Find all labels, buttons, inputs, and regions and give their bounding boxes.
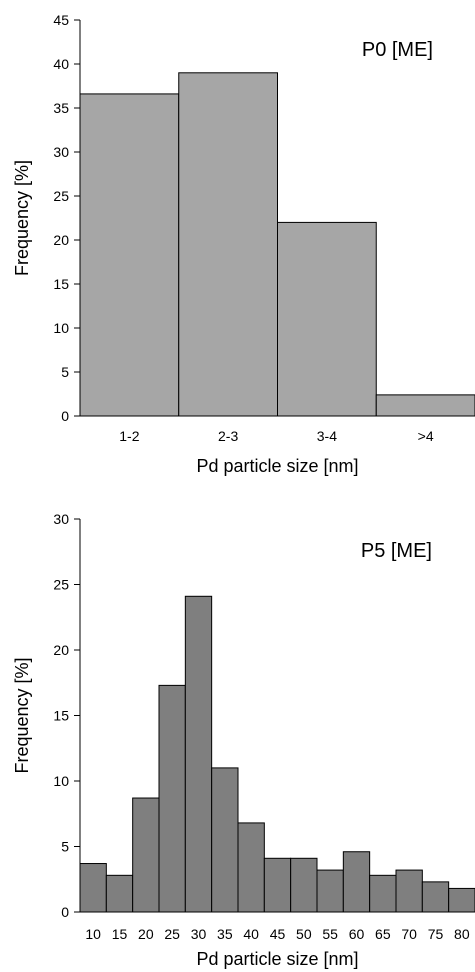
p5-y-tick-label: 20 [53,642,69,658]
p5-x-tick-label: 55 [322,926,338,942]
p5-bar-75 [421,881,450,913]
p0-bar-1gt2 [79,93,180,417]
p5-bar-25 [158,684,186,913]
p5-y-tick-label: 10 [53,773,69,789]
p5-y-tick-label: 5 [61,839,69,855]
p5-y-tick-label: 25 [53,577,69,593]
p0-bar-2gt3 [178,72,278,417]
p5-x-tick-label: 20 [138,926,154,942]
p0-x-tick-label: >4 [418,428,434,444]
p0-y-tick-label: 10 [53,320,69,336]
p5-bar-35 [211,767,239,913]
p0-y-tick-label: 15 [53,276,69,292]
p5-bar-70 [395,869,423,913]
p5-x-tick-label: 50 [296,926,312,942]
p0-bar-3gt4 [277,221,377,417]
p5-y-tick-label: 30 [53,511,69,527]
p0-bar-gt4 [375,394,475,417]
p5-x-tick-label: 60 [349,926,365,942]
p5-bar-40 [237,822,265,913]
p5-y-axis-title: Frequency [%] [12,657,32,773]
p0-x-axis-title: Pd particle size [nm] [196,456,358,476]
p5-x-tick-label: 75 [428,926,444,942]
p0-y-tick-label: 45 [53,12,69,28]
p5-bar-60 [342,851,371,913]
p0-x-tick-label: 2-3 [218,428,238,444]
p5-bar-30 [184,595,213,913]
p5-bar-15 [105,874,134,913]
p5-x-tick-label: 10 [85,926,101,942]
p0-y-axis-title: Frequency [%] [12,160,32,276]
p5-x-tick-label: 45 [270,926,286,942]
p0-x-tick-label: 3-4 [317,428,337,444]
p0-y-tick-label: 35 [53,100,69,116]
p0-y-tick-label: 25 [53,188,69,204]
p5-x-tick-label: 40 [243,926,259,942]
p5-y-tick-label: 0 [61,904,69,920]
p0-panel-label: P0 [ME] [362,39,433,61]
p5-x-axis-title: Pd particle size [nm] [196,949,358,969]
p5-bar-50 [290,857,318,913]
p5-x-tick-label: 25 [164,926,180,942]
p0-y-tick-label: 0 [61,408,69,424]
p5-x-tick-label: 35 [217,926,233,942]
p0-y-tick-label: 40 [53,56,69,72]
p5-bar-10 [79,863,107,913]
p0-x-tick-label: 1-2 [119,428,139,444]
p5-x-tick-label: 15 [112,926,128,942]
p5-panel-label: P5 [ME] [361,540,432,562]
p5-bar-55 [316,869,344,913]
p5-x-tick-label: 70 [401,926,417,942]
p5-x-tick-label: 30 [191,926,207,942]
p5-bar-45 [263,857,292,913]
p0-y-tick-label: 5 [61,364,69,380]
p5-bar-20 [132,797,160,913]
p0-y-tick-label: 30 [53,144,69,160]
p5-bar-80 [448,887,475,913]
p5-x-tick-label: 65 [375,926,391,942]
p5-bar-65 [369,874,397,913]
p5-y-tick-label: 15 [53,708,69,724]
p5-x-tick-label: 80 [454,926,470,942]
p0-y-tick-label: 20 [53,232,69,248]
